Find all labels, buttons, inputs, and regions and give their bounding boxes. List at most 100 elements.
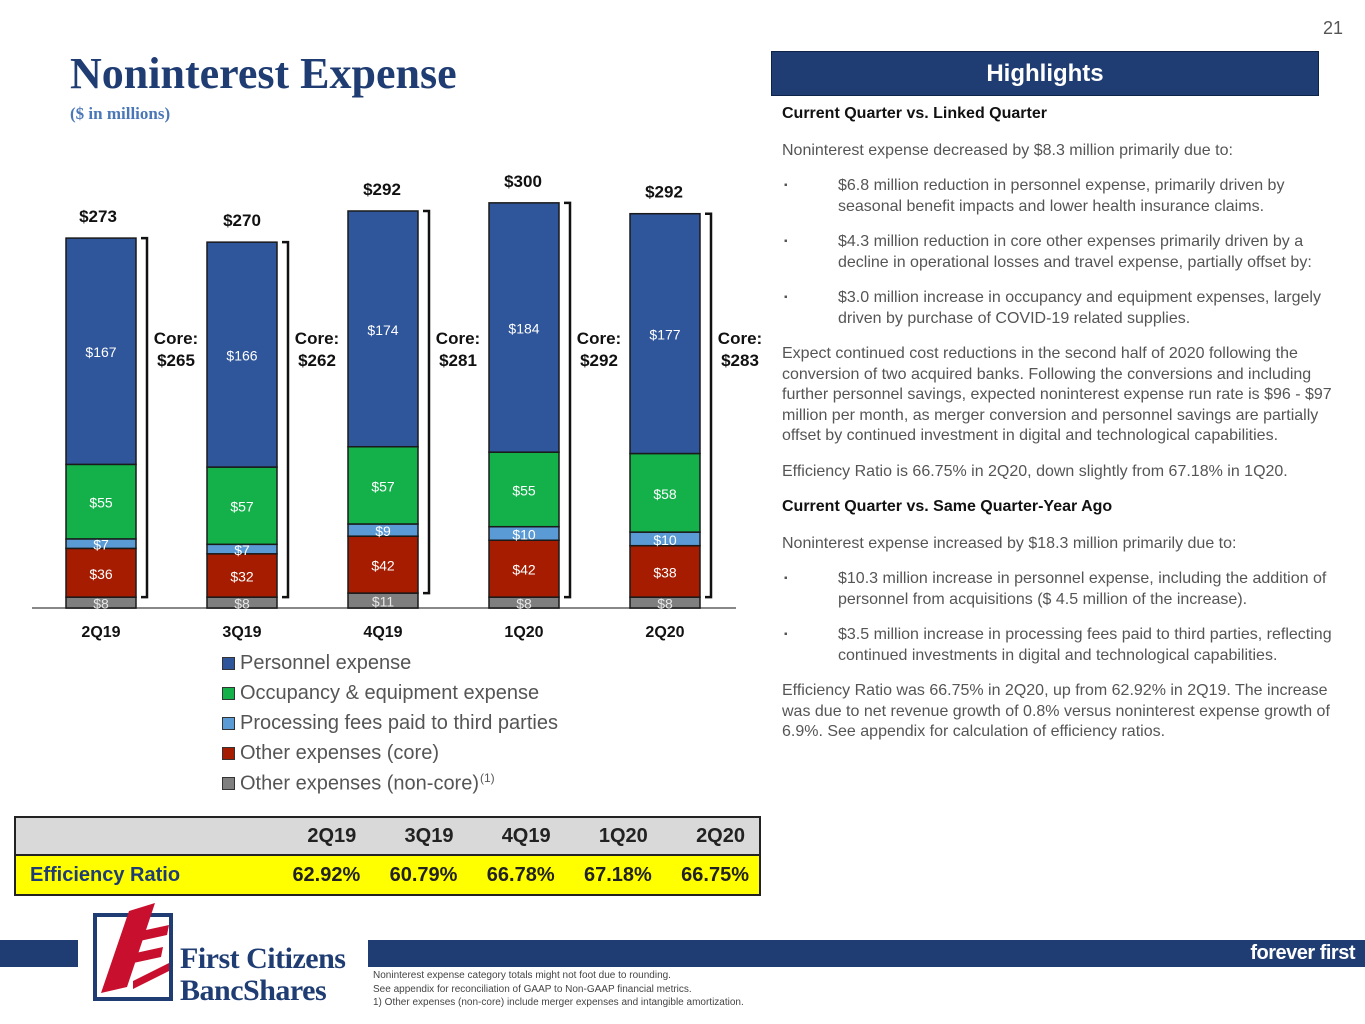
table-cell: 62.92% (273, 855, 371, 895)
page-title: Noninterest Expense (70, 49, 457, 98)
bar-segment (347, 210, 419, 448)
bar-segment (488, 539, 560, 598)
tagline: forever first (1250, 942, 1355, 964)
core-bracket (705, 212, 713, 599)
bar-segment (347, 535, 419, 594)
table-header-cell: 4Q19 (467, 817, 565, 855)
first-citizens-logo-icon (93, 903, 173, 1001)
bar-segment (629, 452, 701, 533)
legend-label: Other expenses (core) (240, 741, 439, 764)
table-cell: 66.75% (661, 855, 760, 895)
data-label: $38 (653, 564, 677, 580)
data-label: $8 (516, 596, 532, 612)
bar-segment (347, 446, 419, 525)
bar-segment (65, 237, 137, 466)
data-label: $57 (371, 478, 395, 494)
stacked-bar-chart: $8 $36 $7 $55 $167 $273 Core: $265 2Q19 $8 $32 $7 $5… (32, 172, 762, 641)
data-label: $55 (512, 482, 536, 498)
bullet-item: ▪ $4.3 million reduction in core other e… (782, 232, 1338, 273)
core-label: Core: (436, 329, 480, 348)
section-title: Current Quarter vs. Same Quarter-Year Ag… (782, 498, 1113, 515)
bar-segment (629, 212, 701, 455)
total-label: $300 (504, 172, 542, 191)
legend-footnote-mark: (1) (480, 770, 495, 785)
table-header-blank (15, 817, 274, 855)
footer-bar (368, 940, 1365, 967)
data-label: $8 (93, 596, 109, 612)
core-bracket (564, 201, 572, 599)
bullet-text: $10.3 million increase in personnel expe… (838, 570, 1327, 608)
x-tick-label: 2Q19 (81, 624, 120, 641)
data-label: $57 (230, 499, 254, 515)
table-header-cell: 2Q19 (273, 817, 371, 855)
data-label: $167 (85, 344, 116, 360)
core-value: $292 (580, 351, 618, 370)
core-label: Core: (295, 329, 339, 348)
data-label: $7 (234, 542, 250, 558)
data-label: $177 (649, 327, 680, 343)
data-label: $42 (371, 558, 395, 574)
bullet-icon: ▪ (784, 180, 788, 191)
bullet-icon: ▪ (784, 236, 788, 247)
highlights-header: Highlights (771, 51, 1319, 96)
legend-label: Personnel expense (240, 651, 412, 674)
footnote: Noninterest expense category totals migh… (373, 970, 671, 981)
core-value: $283 (721, 351, 759, 370)
data-label: $32 (230, 568, 254, 584)
section-intro: Noninterest expense increased by $18.3 m… (782, 534, 1237, 552)
legend-swatch (222, 776, 235, 790)
data-label: $8 (657, 596, 673, 612)
legend-item: Other expenses (core) (222, 738, 558, 768)
logo-text: First Citizens (180, 942, 346, 975)
legend-swatch (222, 746, 235, 760)
bullet-text: $4.3 million reduction in core other exp… (838, 233, 1312, 271)
core-bracket (282, 240, 290, 599)
table-header-row: 2Q19 3Q19 4Q19 1Q20 2Q20 (15, 817, 760, 855)
logo-text: BancShares (180, 974, 327, 1007)
table-cell: 60.79% (370, 855, 468, 895)
data-label: $55 (89, 495, 113, 511)
bullet-text: $6.8 million reduction in personnel expe… (838, 177, 1285, 215)
table-row: Efficiency Ratio 62.92% 60.79% 66.78% 67… (15, 855, 760, 895)
paragraph: Expect continued cost reductions in the … (782, 345, 1332, 444)
bullet-text: $3.0 million increase in occupancy and e… (838, 289, 1321, 327)
footnote: See appendix for reconciliation of GAAP … (373, 983, 692, 995)
legend-item: Other expenses (non-core)(1) (222, 768, 558, 798)
legend-swatch (222, 656, 235, 670)
bar-segment (65, 547, 137, 598)
core-value: $262 (298, 351, 336, 370)
table-header-cell: 2Q20 (661, 817, 760, 855)
total-label: $273 (79, 207, 117, 226)
data-label: $166 (226, 348, 257, 364)
total-label: $270 (223, 211, 261, 230)
paragraph: Efficiency Ratio was 66.75% in 2Q20, up … (782, 682, 1330, 740)
section-intro: Noninterest expense decreased by $8.3 mi… (782, 141, 1233, 159)
data-label: $58 (653, 486, 677, 502)
legend-label: Processing fees paid to third parties (240, 711, 558, 734)
table-cell: 66.78% (467, 855, 565, 895)
bar-segment (488, 202, 560, 453)
data-label: $10 (512, 526, 536, 542)
legend-swatch (222, 686, 235, 700)
core-bracket (141, 236, 149, 599)
bar-segment (206, 241, 278, 468)
bullet-text: $3.5 million increase in processing fees… (838, 626, 1332, 664)
bullet-icon: ▪ (784, 629, 788, 640)
table-row-label: Efficiency Ratio (15, 855, 274, 895)
table-header-cell: 3Q19 (370, 817, 468, 855)
x-tick-label: 3Q19 (222, 624, 261, 641)
data-label: $7 (93, 537, 109, 553)
x-tick-label: 2Q20 (645, 624, 684, 641)
table-header-cell: 1Q20 (564, 817, 662, 855)
footer-bar (0, 940, 78, 967)
footnote: 1) Other expenses (non-core) include mer… (373, 997, 744, 1008)
data-label: $9 (375, 523, 391, 539)
efficiency-ratio-table: 2Q19 3Q19 4Q19 1Q20 2Q20 Efficiency Rati… (14, 816, 761, 896)
core-label: Core: (718, 329, 762, 348)
bullet-icon: ▪ (784, 292, 788, 303)
paragraph: Efficiency Ratio is 66.75% in 2Q20, down… (782, 462, 1288, 480)
legend-item: Personnel expense (222, 648, 558, 678)
core-bracket (423, 209, 431, 595)
data-label: $11 (372, 594, 395, 610)
core-label: Core: (577, 329, 621, 348)
